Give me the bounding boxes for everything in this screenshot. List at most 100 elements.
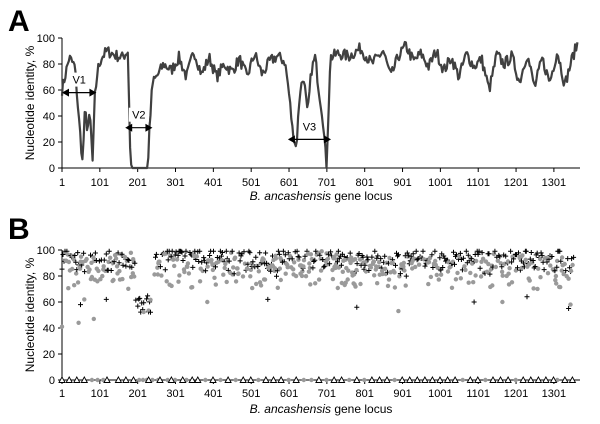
scatter-point-plus — [103, 251, 109, 257]
panel-b-y-tick-label: 0 — [49, 375, 55, 387]
scatter-point-plus — [75, 250, 81, 256]
scatter-point-plus — [148, 309, 153, 315]
scatter-point-plus — [101, 257, 107, 263]
scatter-point-circle — [72, 283, 77, 288]
panel-a-y-tick-label: 0 — [49, 163, 55, 175]
region-v3-label-bg — [299, 119, 320, 134]
scatter-point-circle — [248, 274, 253, 279]
scatter-point-circle — [500, 299, 505, 305]
scatter-point-circle — [212, 275, 217, 280]
scatter-point-circle — [462, 264, 467, 269]
scatter-point-plus — [508, 248, 514, 254]
scatter-point-plus — [213, 264, 218, 270]
scatter-point-circle — [301, 377, 306, 383]
scatter-point-circle — [428, 274, 434, 280]
scatter-point-circle — [509, 280, 515, 285]
scatter-point-circle — [216, 259, 221, 264]
scatter-point-circle — [87, 267, 92, 272]
panel-a-x-tick-label: 901 — [393, 177, 411, 189]
scatter-point-circle — [403, 283, 408, 288]
scatter-point-circle — [218, 377, 223, 383]
scatter-point-plus — [523, 248, 529, 254]
scatter-point-circle — [488, 267, 494, 272]
scatter-point-plus — [497, 254, 503, 260]
scatter-point-plus — [255, 264, 261, 269]
scatter-point-circle — [171, 257, 176, 262]
panel-a-x-tick-label: 1 — [59, 177, 65, 189]
panel-a-x-tick-label: 1301 — [542, 177, 566, 189]
scatter-point-plus — [499, 264, 505, 270]
scatter-point-triangle — [421, 376, 429, 383]
scatter-point-plus — [549, 254, 555, 259]
scatter-point-circle — [309, 377, 314, 383]
scatter-point-circle — [132, 274, 137, 279]
scatter-point-circle — [307, 265, 313, 271]
scatter-point-plus — [162, 267, 168, 273]
scatter-point-triangle — [80, 376, 89, 383]
region-v3-arrowhead-left — [287, 135, 295, 144]
scatter-point-plus — [132, 260, 138, 266]
scatter-point-circle — [364, 259, 369, 264]
scatter-point-circle — [396, 308, 401, 314]
scatter-point-plus — [532, 264, 538, 269]
scatter-point-circle — [122, 254, 128, 260]
scatter-point-circle — [333, 262, 339, 267]
scatter-point-plus — [60, 252, 66, 257]
scatter-point-plus — [106, 248, 112, 254]
scatter-point-circle — [363, 269, 369, 274]
scatter-point-plus — [468, 256, 474, 262]
scatter-point-circle — [307, 261, 312, 266]
scatter-point-circle — [354, 267, 359, 273]
scatter-point-plus — [408, 254, 414, 260]
panel-a-x-tick-label: 501 — [242, 177, 260, 189]
scatter-point-circle — [353, 284, 358, 289]
scatter-point-circle — [203, 377, 208, 383]
scatter-point-plus — [285, 250, 291, 256]
panel-b-y-tick-label: 100 — [37, 245, 55, 257]
scatter-point-plus — [165, 257, 171, 263]
scatter-point-circle — [520, 253, 525, 258]
panel-b-y-tick-label: 60 — [43, 297, 55, 309]
scatter-point-plus — [515, 265, 520, 271]
scatter-point-circle — [460, 377, 465, 383]
scatter-point-circle — [362, 377, 367, 383]
scatter-point-circle — [103, 268, 108, 273]
scatter-point-circle — [358, 281, 363, 287]
scatter-point-circle — [392, 285, 398, 290]
scatter-point-plus — [178, 248, 184, 254]
scatter-point-plus — [338, 262, 344, 268]
panel-b-x-tick-label: 201 — [128, 388, 146, 400]
panel-b-x-tick-label: 1201 — [504, 388, 528, 400]
scatter-point-plus — [123, 263, 129, 269]
scatter-point-circle — [491, 251, 497, 257]
scatter-point-plus — [541, 267, 547, 273]
scatter-point-plus — [552, 268, 558, 274]
scatter-point-circle — [413, 264, 418, 270]
scatter-point-plus — [257, 250, 263, 256]
scatter-point-circle — [554, 281, 559, 286]
scatter-point-plus — [554, 264, 560, 270]
scatter-point-circle — [288, 254, 293, 259]
scatter-point-circle — [352, 272, 357, 277]
scatter-point-triangle — [398, 376, 406, 383]
scatter-point-circle — [530, 260, 535, 265]
scatter-point-circle — [340, 269, 345, 274]
scatter-point-circle — [148, 297, 153, 302]
scatter-point-triangle — [451, 376, 459, 383]
scatter-point-circle — [426, 259, 432, 265]
scatter-point-circle — [111, 277, 116, 283]
scatter-point-circle — [383, 271, 388, 277]
scatter-point-circle — [210, 267, 216, 273]
panel-a-x-tick-label: 601 — [280, 177, 298, 189]
scatter-point-plus — [129, 264, 135, 270]
panel-b-x-axis-title-italic: B. ancashensis — [250, 402, 331, 416]
scatter-point-circle — [553, 273, 559, 279]
scatter-point-plus — [382, 253, 388, 259]
scatter-point-circle — [70, 266, 75, 272]
scatter-point-plus — [563, 268, 569, 274]
scatter-point-circle — [368, 265, 374, 270]
scatter-point-plus — [203, 268, 209, 274]
scatter-point-triangle — [428, 376, 437, 383]
scatter-point-plus — [119, 251, 125, 257]
